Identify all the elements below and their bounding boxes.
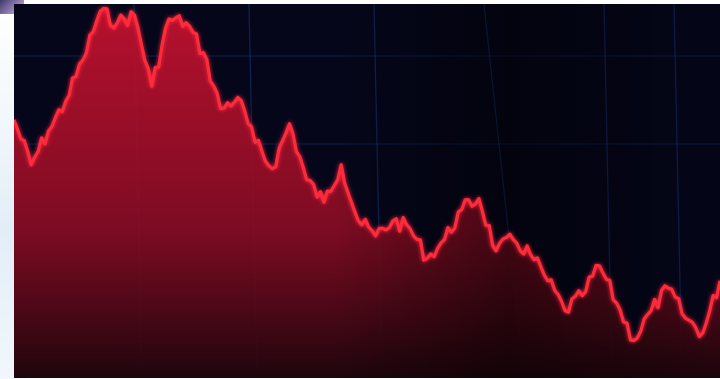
chart-illustration <box>14 4 720 378</box>
price-line <box>14 6 720 343</box>
area-shade <box>14 4 720 378</box>
left-edge-strip <box>0 0 16 379</box>
falling-market-chart-photo <box>14 4 720 378</box>
